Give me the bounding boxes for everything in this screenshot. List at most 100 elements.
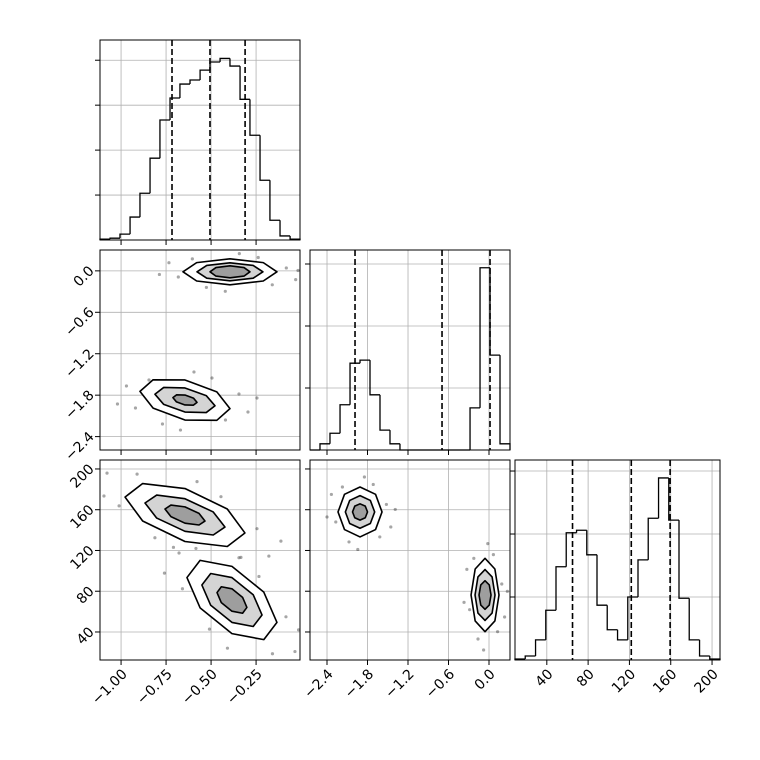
x-tick-label: 120 (609, 666, 639, 696)
sample-point (219, 495, 223, 499)
sample-point (239, 555, 243, 560)
histogram-step (698, 639, 710, 657)
sample-point (393, 507, 397, 512)
contour (478, 579, 492, 611)
x-tick-label: −1.2 (382, 666, 417, 701)
sample-point (194, 546, 198, 551)
y-tick-label: 80 (74, 584, 98, 608)
sample-point (237, 392, 241, 396)
panel-frame (99, 249, 301, 451)
sample-point (171, 545, 176, 549)
histogram-step (349, 362, 361, 405)
histogram-step (586, 530, 597, 556)
sample-point (296, 268, 300, 273)
sample-point (284, 266, 288, 270)
histogram-step (339, 404, 351, 434)
histogram-step (678, 520, 690, 599)
sample-point (124, 384, 129, 388)
contour (209, 265, 251, 279)
sample-point (180, 587, 185, 591)
sample-point (462, 600, 466, 604)
panel-frame (309, 249, 511, 451)
x-tick-label: −0.25 (224, 666, 266, 708)
histogram-step (627, 596, 638, 640)
histogram-step (379, 394, 390, 431)
sample-point (270, 283, 274, 287)
sample-point (384, 502, 389, 507)
histogram-step (565, 532, 577, 567)
sample-point (135, 472, 139, 476)
histogram-step (489, 267, 501, 356)
sample-point (325, 515, 329, 519)
x-tick-label: −0.6 (423, 666, 458, 701)
x-tick-label: −1.00 (89, 666, 131, 708)
histogram-step (129, 216, 140, 235)
histogram-step (688, 598, 700, 641)
sample-point (293, 649, 297, 654)
sample-point (347, 540, 351, 544)
sample-point (176, 275, 180, 279)
contour (172, 394, 198, 406)
sample-point (486, 542, 490, 546)
sample-point (279, 539, 283, 543)
sample-point (207, 627, 212, 631)
sample-point (210, 376, 214, 380)
histogram-step (545, 609, 556, 640)
sample-point (482, 648, 486, 652)
sample-point (294, 278, 298, 282)
histogram-step (249, 99, 261, 136)
panel-frame (514, 459, 721, 661)
histogram-step (534, 639, 546, 657)
panel-frame (99, 39, 301, 241)
sample-point (190, 257, 194, 261)
sample-point (178, 428, 183, 432)
histogram-step (606, 605, 618, 631)
histogram-step (139, 192, 151, 218)
sample-point (102, 494, 106, 498)
x-tick-label: −1.8 (342, 666, 377, 701)
x-tick-label: 80 (574, 666, 598, 690)
histogram-step (616, 629, 628, 641)
sample-point (195, 479, 199, 484)
histogram-step (479, 267, 491, 408)
histogram-step (555, 566, 567, 611)
histogram-step (229, 58, 241, 67)
sample-point (465, 567, 469, 571)
y-tick-label: −1.8 (62, 388, 97, 423)
sample-point (476, 637, 480, 641)
panel-frame (99, 459, 301, 661)
histogram-step (369, 360, 380, 396)
sample-point (378, 535, 382, 539)
panel-frame (309, 459, 511, 661)
histogram-step (209, 61, 221, 71)
sample-point (167, 261, 171, 265)
histogram-step (279, 220, 291, 237)
y-tick-label: −2.4 (62, 429, 97, 464)
x-tick-label: −0.50 (179, 666, 221, 708)
sample-point (267, 554, 271, 558)
sample-point (255, 527, 259, 531)
histogram-step (399, 443, 411, 451)
sample-point (225, 646, 230, 650)
sample-point (237, 556, 241, 560)
histogram-step (637, 559, 649, 598)
x-tick-label: 0.0 (472, 666, 499, 693)
contour (164, 504, 206, 526)
histogram-step (709, 656, 721, 660)
sample-point (115, 402, 120, 406)
y-tick-label: 40 (74, 624, 98, 648)
sample-point (105, 471, 109, 475)
histogram-step (647, 517, 659, 560)
sample-point (503, 615, 507, 619)
histogram-step (109, 237, 120, 240)
histogram-step (524, 655, 536, 659)
x-tick-label: 160 (650, 666, 680, 696)
histogram-step (469, 407, 481, 450)
x-tick-label: −0.75 (134, 666, 176, 708)
histogram-step (499, 355, 511, 450)
sample-point (371, 482, 375, 487)
sample-point (177, 551, 181, 555)
sample-point (237, 252, 241, 256)
x-tick-label: 200 (691, 666, 721, 696)
